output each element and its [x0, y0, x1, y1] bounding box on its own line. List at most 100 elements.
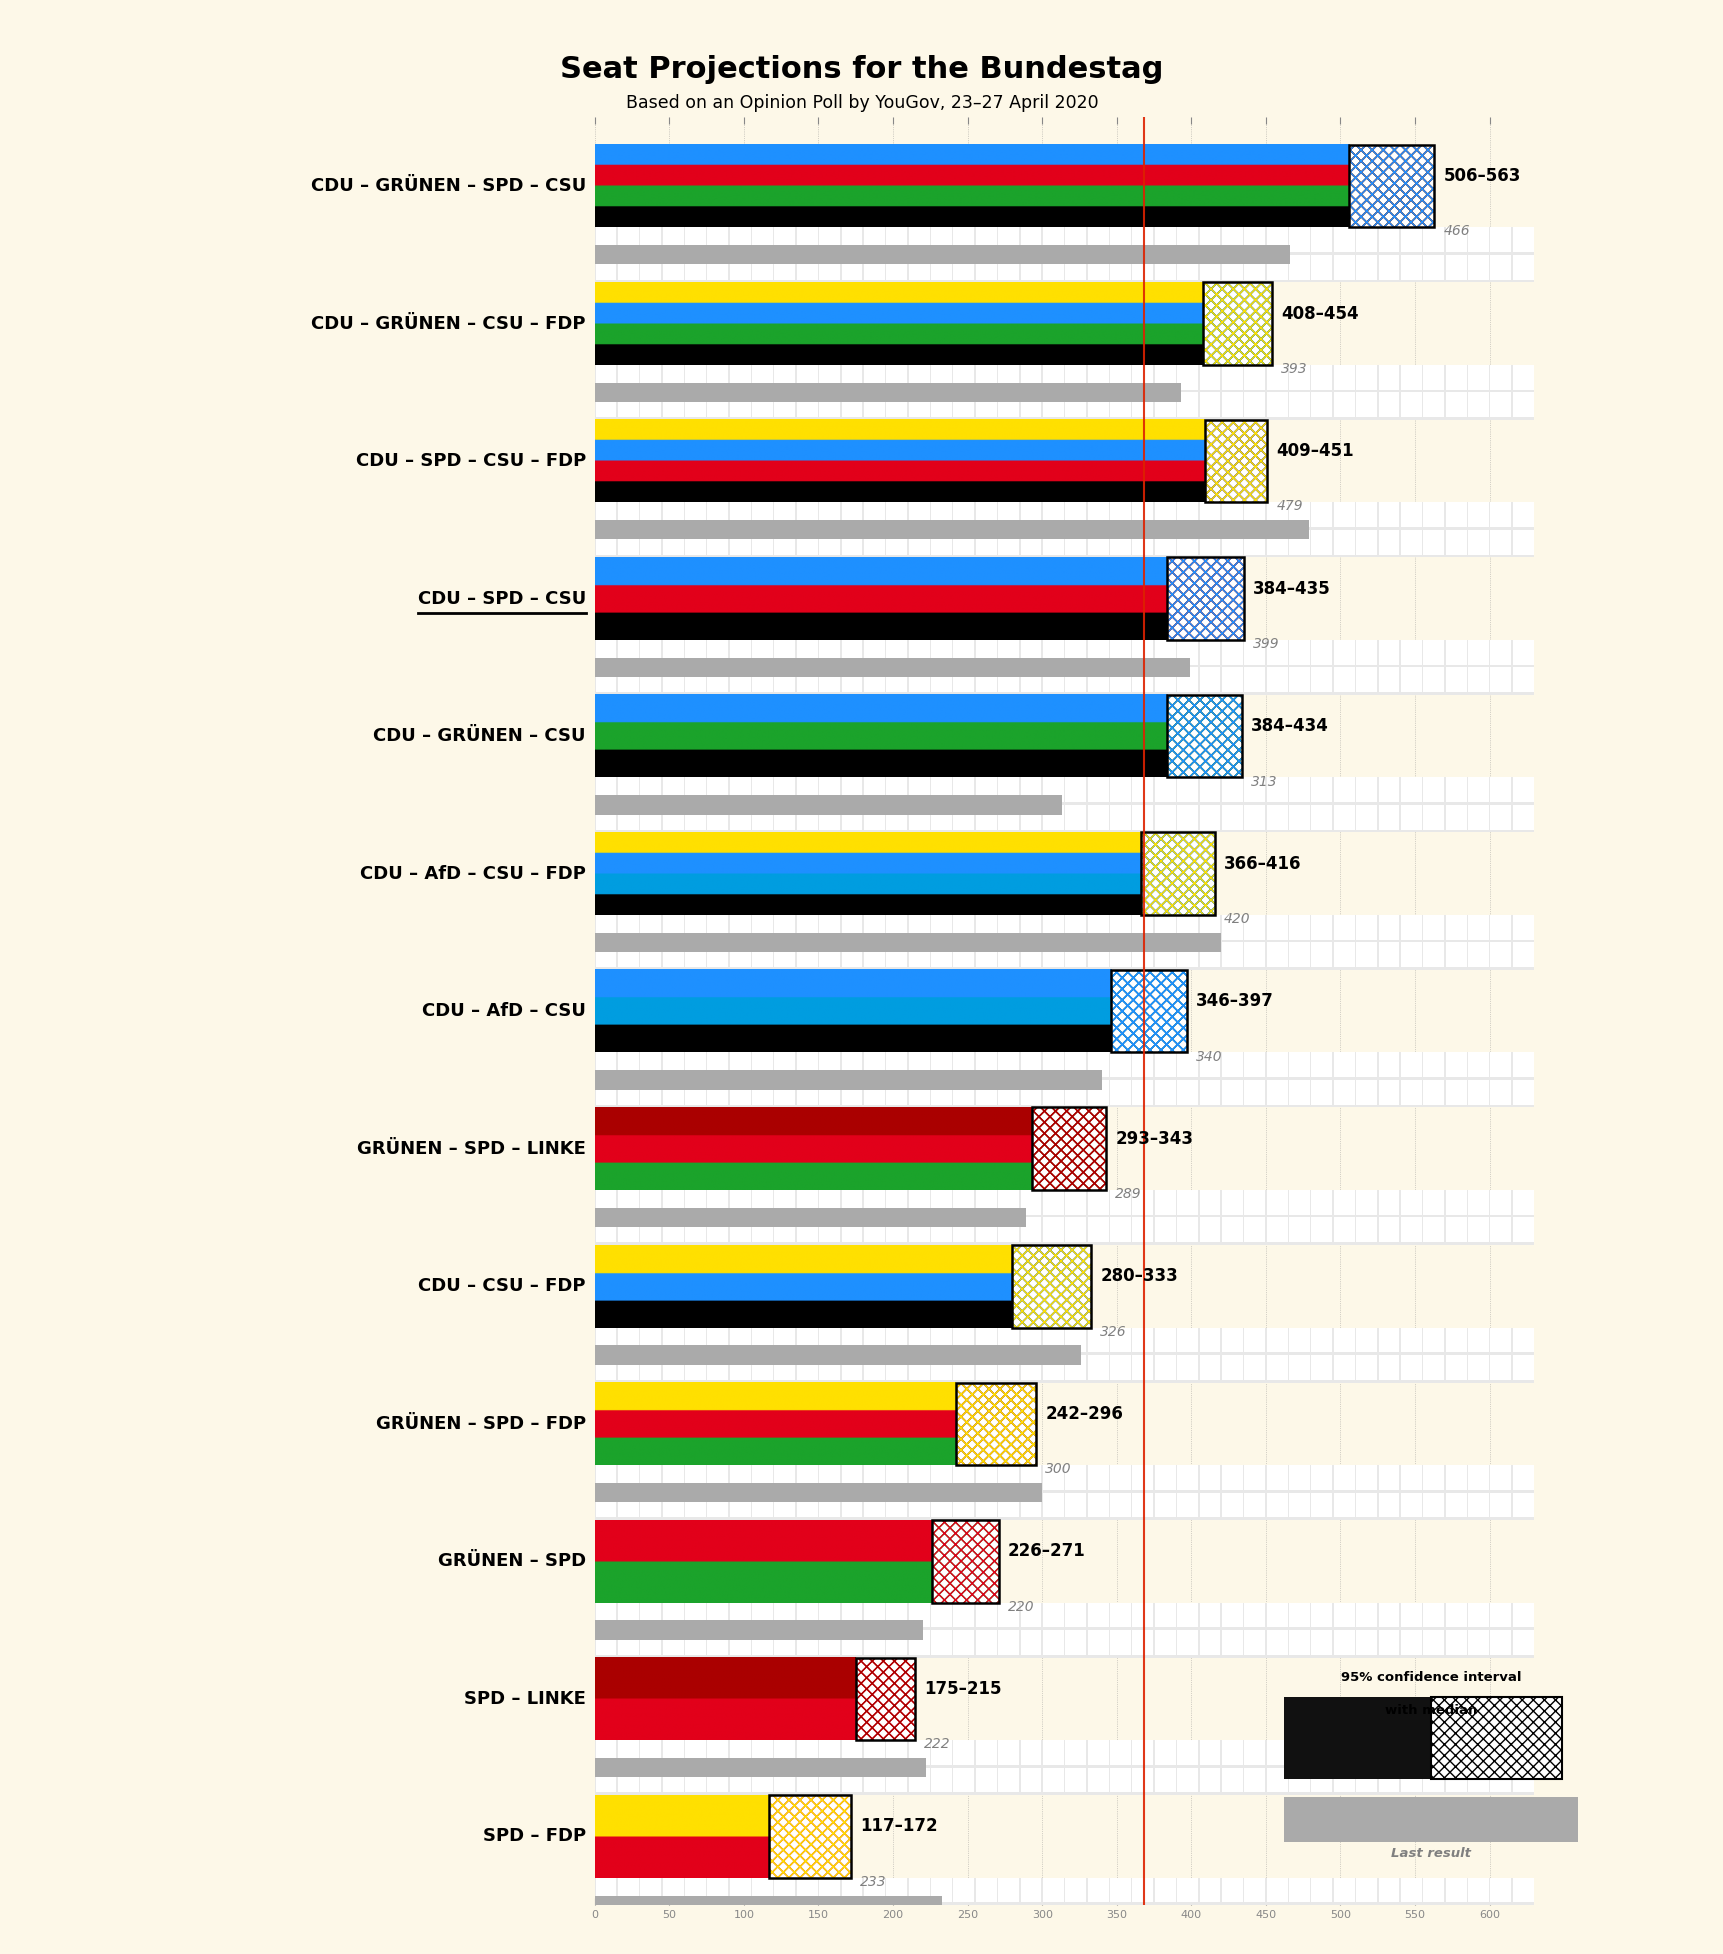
Bar — [1378, 393, 1399, 416]
Bar — [1110, 969, 1185, 1053]
Bar — [1177, 1053, 1197, 1077]
Bar — [1042, 530, 1063, 555]
Bar — [774, 1768, 794, 1792]
Bar — [1289, 1327, 1309, 1352]
Bar — [1065, 778, 1085, 803]
Bar — [1468, 1053, 1489, 1077]
Bar — [1423, 1466, 1444, 1489]
Bar — [855, 1657, 915, 1741]
Bar — [1401, 1217, 1421, 1243]
Bar — [1222, 1630, 1242, 1655]
Bar — [998, 502, 1018, 528]
Bar — [617, 1630, 639, 1655]
Bar — [1334, 393, 1354, 416]
Bar — [594, 383, 1180, 403]
Bar — [639, 942, 660, 967]
Bar — [1423, 1768, 1444, 1792]
Bar — [1110, 1190, 1130, 1215]
Bar — [796, 639, 817, 664]
Bar — [774, 914, 794, 940]
Text: Seat Projections for the Bundestag: Seat Projections for the Bundestag — [560, 55, 1163, 84]
Bar — [617, 1217, 639, 1243]
Bar — [1356, 805, 1377, 830]
Bar — [1489, 502, 1511, 528]
Bar — [1154, 1493, 1175, 1518]
Bar — [1222, 942, 1242, 967]
Bar — [1423, 1741, 1444, 1764]
Bar — [1378, 254, 1399, 279]
Bar — [1177, 914, 1197, 940]
Bar — [1222, 778, 1242, 803]
Bar — [1311, 778, 1332, 803]
Bar — [1244, 1217, 1265, 1243]
Bar — [684, 1190, 705, 1215]
Bar — [1042, 1630, 1063, 1655]
Bar — [594, 805, 617, 830]
Bar — [729, 639, 750, 664]
Bar — [1020, 1354, 1041, 1380]
Bar — [662, 1878, 682, 1903]
Bar — [1204, 420, 1266, 502]
Bar — [1356, 1768, 1377, 1792]
Bar — [818, 1878, 839, 1903]
Bar — [1266, 778, 1287, 803]
Bar — [886, 639, 906, 664]
Bar — [1244, 1768, 1265, 1792]
Bar — [841, 1741, 862, 1764]
Bar — [1020, 942, 1041, 967]
Bar — [1065, 942, 1085, 967]
Bar — [1289, 805, 1309, 830]
Bar — [796, 365, 817, 389]
Bar — [863, 668, 884, 692]
Bar — [908, 254, 929, 279]
Bar — [1266, 1741, 1287, 1764]
Bar — [1042, 1354, 1063, 1380]
Bar — [930, 668, 951, 692]
Bar — [1423, 1602, 1444, 1628]
Bar — [1468, 502, 1489, 528]
Bar — [998, 1081, 1018, 1104]
Bar — [1110, 1493, 1130, 1518]
Bar — [1011, 1245, 1091, 1327]
Bar — [1166, 557, 1242, 639]
Bar — [706, 805, 727, 830]
Bar — [1401, 914, 1421, 940]
Bar — [1154, 1217, 1175, 1243]
Bar — [796, 778, 817, 803]
Bar — [1042, 365, 1063, 389]
Bar — [1511, 1217, 1533, 1243]
Bar — [1511, 778, 1533, 803]
Bar — [1154, 393, 1175, 416]
Bar — [1065, 1327, 1085, 1352]
Bar — [818, 1768, 839, 1792]
Bar — [796, 1217, 817, 1243]
Bar — [1087, 805, 1108, 830]
Bar — [1110, 778, 1130, 803]
Bar — [930, 1053, 951, 1077]
Bar — [1020, 1081, 1041, 1104]
Bar — [1132, 1602, 1153, 1628]
Text: 222: 222 — [924, 1737, 951, 1751]
Bar — [930, 530, 951, 555]
Bar — [1489, 1053, 1511, 1077]
Bar — [639, 1878, 660, 1903]
Bar — [662, 502, 682, 528]
Text: 117–172: 117–172 — [860, 1817, 937, 1835]
Bar — [955, 1383, 1036, 1466]
Bar — [1042, 1741, 1063, 1764]
Bar — [1423, 502, 1444, 528]
Bar — [1468, 1081, 1489, 1104]
Bar — [1289, 1354, 1309, 1380]
Bar — [1423, 393, 1444, 416]
Bar — [1489, 639, 1511, 664]
Bar — [1401, 639, 1421, 664]
Bar — [908, 1327, 929, 1352]
Bar — [1289, 1602, 1309, 1628]
Bar — [998, 254, 1018, 279]
Bar — [729, 1053, 750, 1077]
Bar — [886, 502, 906, 528]
Bar — [930, 942, 951, 967]
Bar — [1020, 1630, 1041, 1655]
Bar — [818, 1741, 839, 1764]
Bar — [818, 530, 839, 555]
